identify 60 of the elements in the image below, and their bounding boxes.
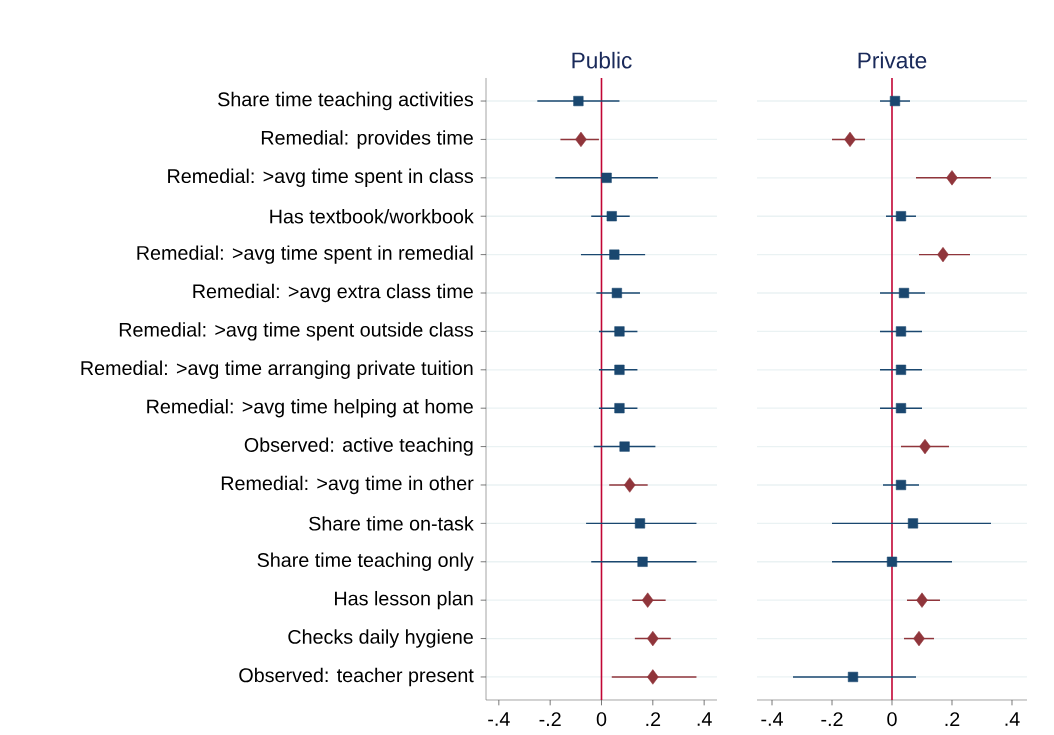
x-tick-label: 0	[596, 712, 607, 727]
point	[895, 403, 907, 414]
y-tick-label: Share time on-task	[309, 516, 474, 531]
y-tick-label: Remedial: >avg extra class time	[193, 283, 473, 303]
point	[946, 170, 958, 186]
point	[634, 518, 646, 529]
y-tick-label: Checks daily hygiene	[288, 629, 473, 648]
point	[919, 438, 931, 455]
point	[609, 249, 620, 260]
point	[847, 671, 859, 683]
point	[895, 326, 907, 337]
point	[898, 287, 910, 299]
point	[913, 630, 925, 647]
point	[614, 326, 625, 337]
x-tick-label: .4	[697, 712, 712, 726]
y-tick-label: Remedial: >avg time helping at home	[147, 398, 473, 418]
x-tick-label: -.2	[539, 712, 561, 726]
point	[916, 592, 928, 608]
point	[886, 556, 898, 567]
x-tick-label: -.2	[821, 712, 843, 726]
point	[895, 479, 907, 491]
point	[614, 403, 625, 414]
y-tick-label: Share time teaching activities	[218, 91, 474, 111]
chart-title: Private	[858, 51, 927, 69]
y-tick-label: Observed: active teaching	[244, 437, 473, 456]
x-tick-label: -.4	[761, 712, 783, 726]
y-tick-label: Observed: teacher present	[239, 667, 474, 687]
x-tick-label: .2	[646, 712, 661, 726]
point	[606, 211, 617, 222]
point	[601, 172, 612, 183]
y-tick-label: Remedial: >avg time in other	[221, 475, 474, 495]
point	[895, 211, 907, 222]
point	[611, 287, 622, 299]
chart-title: Public	[572, 51, 632, 69]
point	[937, 247, 949, 263]
y-tick-label: Remedial: >avg time spent in class	[168, 168, 474, 188]
point	[637, 556, 648, 567]
point	[889, 95, 901, 107]
y-tick-label: Has textbook/workbook	[270, 208, 474, 224]
point	[844, 131, 856, 148]
point	[614, 364, 625, 375]
point	[623, 477, 636, 493]
x-tick-label: .2	[945, 712, 960, 726]
y-tick-label: Remedial: provides time	[261, 130, 473, 149]
x-tick-label: -.4	[488, 712, 510, 726]
point	[641, 592, 654, 608]
x-tick-label: .4	[1005, 712, 1020, 726]
y-tick-label: Has lesson plan	[335, 590, 473, 610]
y-tick-label: Remedial: >avg time spent in remedial	[137, 245, 473, 264]
point	[647, 630, 659, 647]
point	[895, 364, 907, 375]
y-tick-label: Remedial: >avg time spent outside class	[119, 322, 474, 341]
y-tick-label: Share time teaching only	[257, 552, 474, 571]
point	[575, 131, 587, 148]
point	[647, 669, 659, 685]
point	[907, 518, 919, 529]
y-tick-label: Remedial: >avg time arranging private tuition	[81, 360, 473, 379]
x-tick-label: 0	[887, 712, 897, 727]
point	[619, 441, 630, 452]
point	[573, 95, 584, 107]
